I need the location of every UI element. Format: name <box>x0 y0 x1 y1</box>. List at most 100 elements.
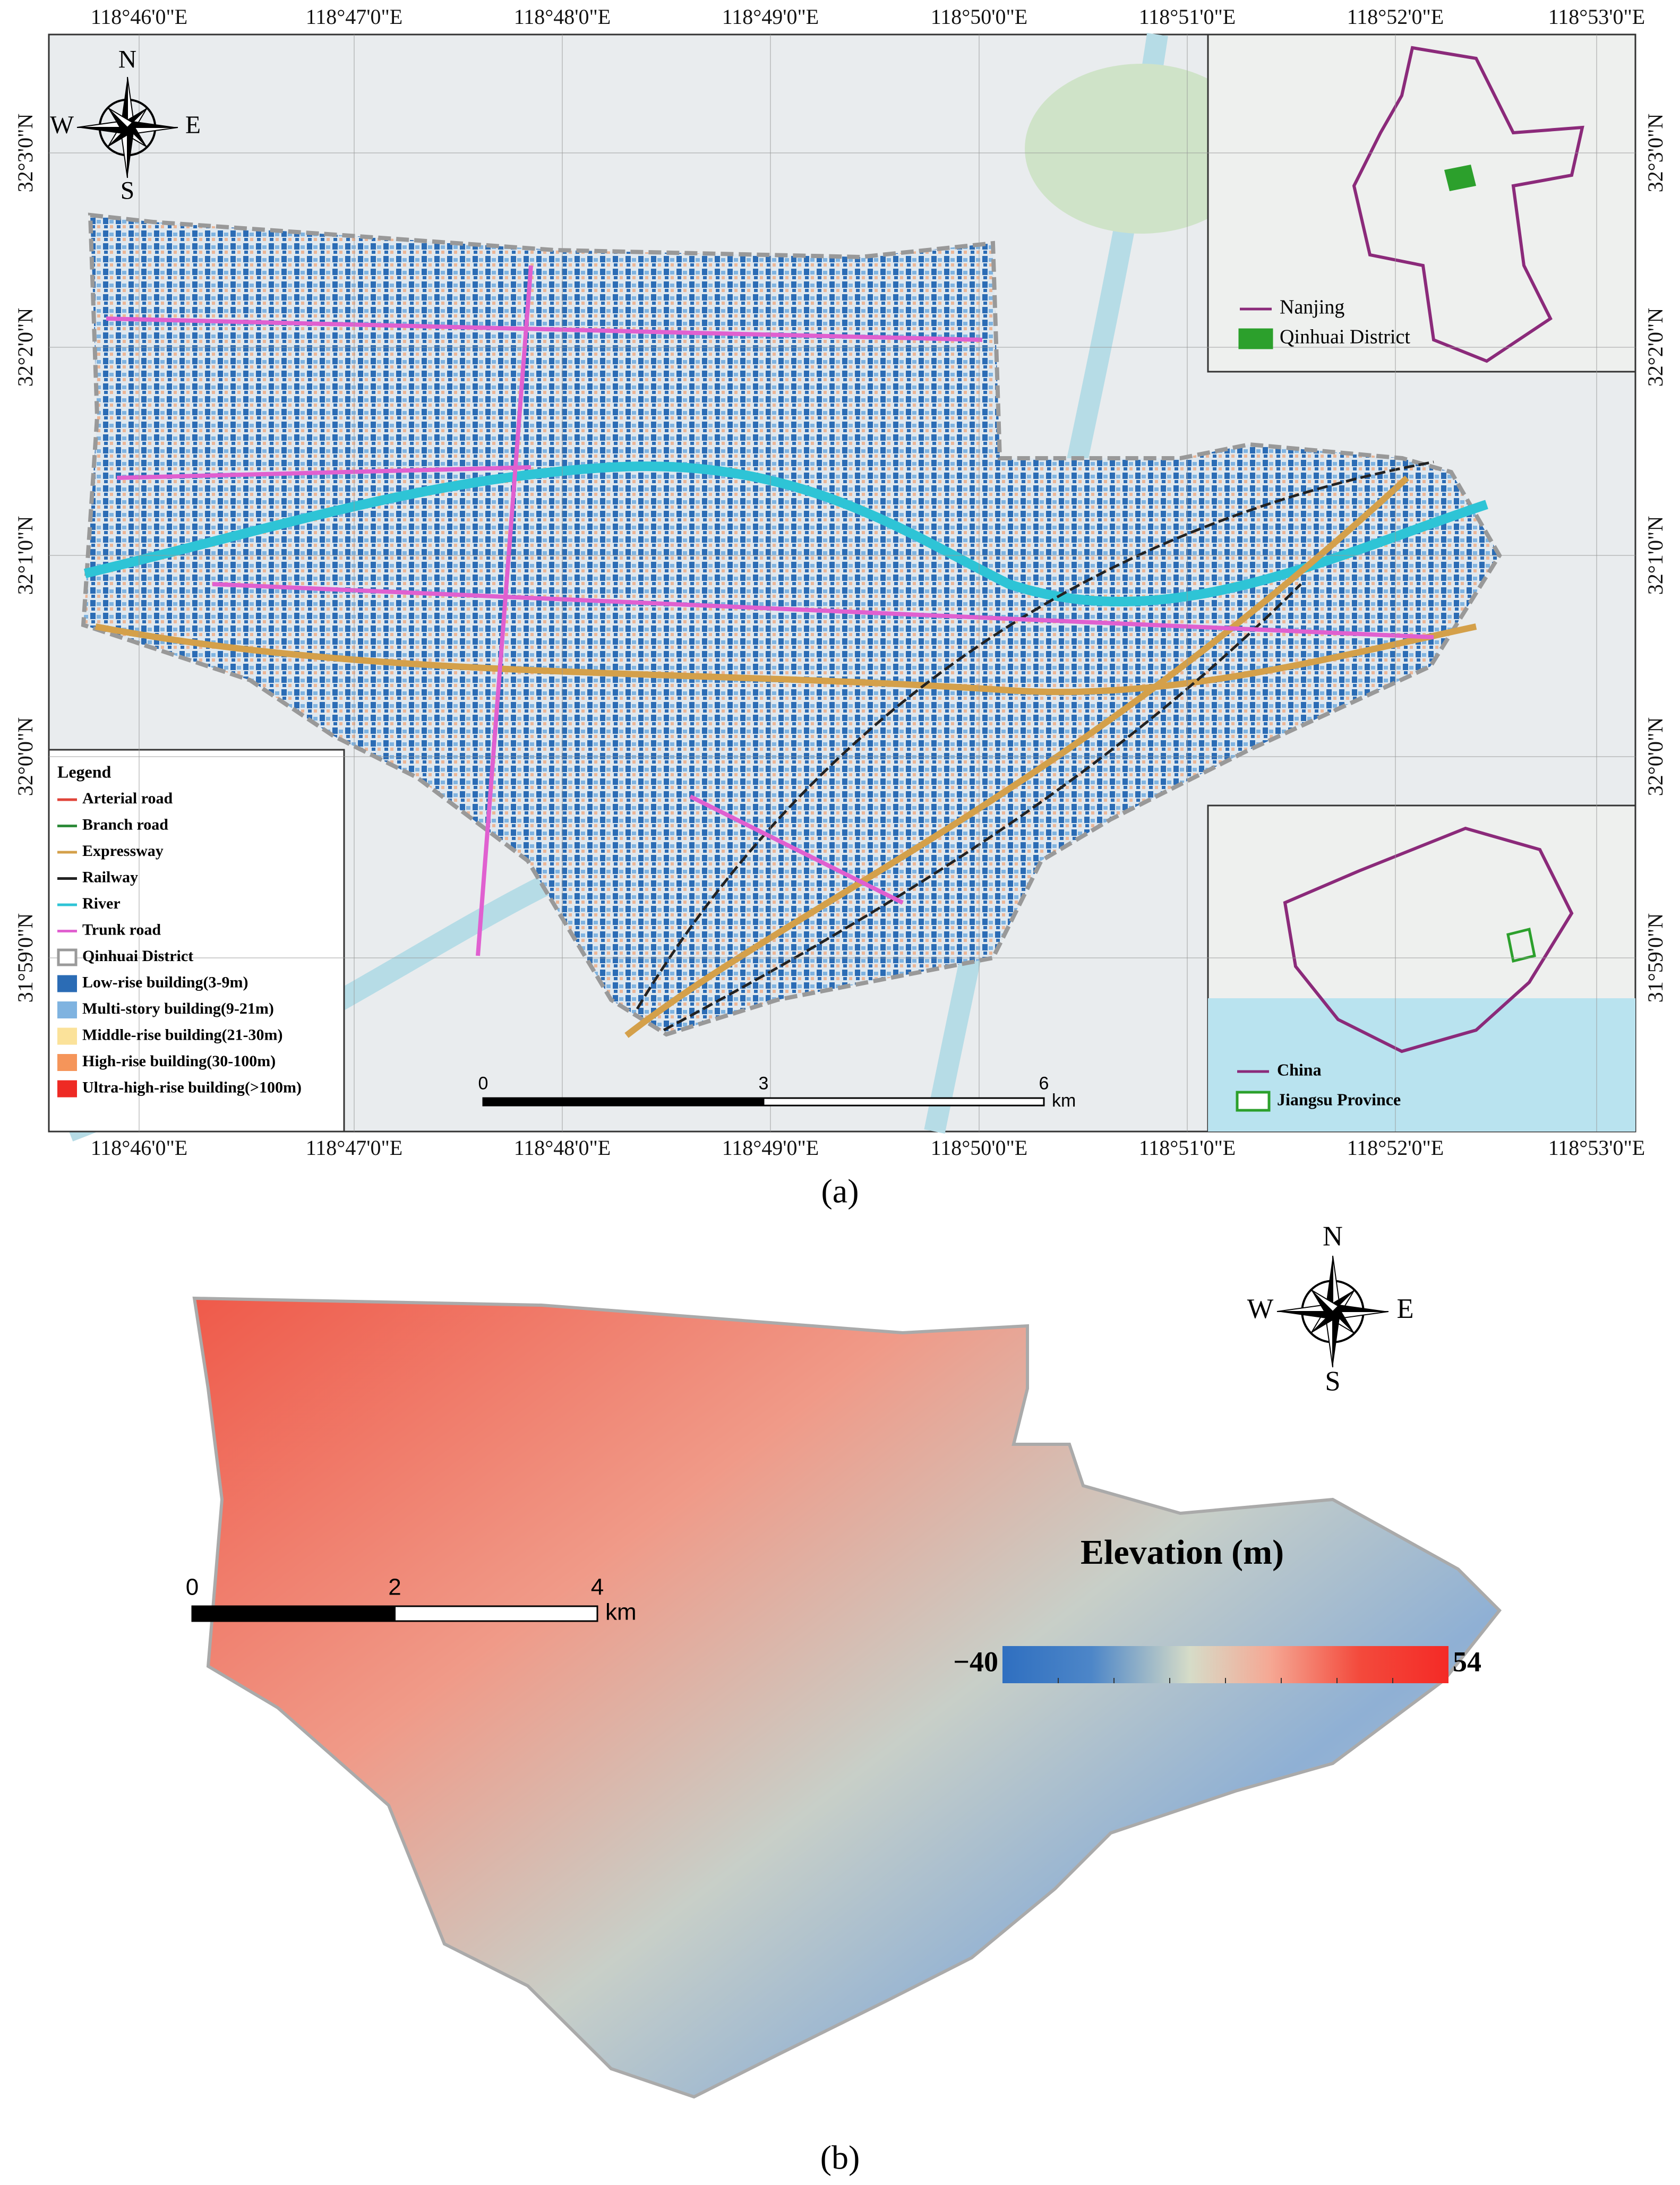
longitude-label: 118°46'0"E <box>91 5 187 29</box>
compass-s: S <box>121 177 134 204</box>
longitude-label: 118°49'0"E <box>722 5 819 29</box>
latitude-label: 32°2'0"N <box>1643 308 1667 387</box>
legend-swatch <box>57 975 77 992</box>
scale-segment <box>394 1605 598 1622</box>
legend-label: Expressway <box>82 842 164 860</box>
legend-label: Multi-story building(9-21m) <box>82 1000 274 1017</box>
longitude-label: 118°53'0"E <box>1548 1136 1645 1160</box>
legend-box <box>48 749 345 1133</box>
scale-segment <box>482 1097 765 1107</box>
longitude-label: 118°52'0"E <box>1347 1136 1444 1160</box>
colorbar-max: 54 <box>1453 1646 1481 1677</box>
scale-label: 2 <box>388 1574 401 1600</box>
china-outline <box>1283 826 1574 1053</box>
inset-label: China <box>1277 1060 1322 1079</box>
compass: N S E W <box>1247 1221 1414 1397</box>
legend-label: Trunk road <box>82 921 161 938</box>
compass-point <box>1333 1312 1341 1367</box>
legend-title: Legend <box>57 762 112 781</box>
compass-point <box>107 107 134 128</box>
scale-unit: km <box>1052 1091 1076 1111</box>
sea <box>1208 998 1635 1132</box>
scale-label: 6 <box>1039 1073 1049 1093</box>
latitude-label: 32°2'0"N <box>13 308 37 387</box>
scale-label: 0 <box>186 1574 199 1600</box>
expressway <box>95 475 1477 1038</box>
scale-segment <box>191 1605 396 1622</box>
legend-label: High-rise building(30-100m) <box>82 1052 276 1070</box>
compass-e: E <box>1396 1293 1413 1324</box>
compass-point <box>1333 1304 1388 1312</box>
longitude-label: 118°47'0"E <box>306 5 402 29</box>
inset-label: Qinhuai District <box>1280 326 1410 348</box>
legend-label: Low-rise building(3-9m) <box>82 973 248 991</box>
legend-label: Branch road <box>82 816 168 833</box>
inset-swatch <box>1238 328 1273 349</box>
qinhuai-district <box>81 212 1502 1037</box>
caption: (a) <box>821 1172 859 1210</box>
compass-n: N <box>118 46 136 73</box>
compass-point <box>127 120 178 127</box>
latitude-label: 32°1'0"N <box>13 516 37 595</box>
compass-point <box>1277 1312 1333 1319</box>
jiangsu-inset <box>1506 927 1536 963</box>
colorbar <box>1002 1646 1448 1683</box>
scale-unit: km <box>605 1599 637 1625</box>
latitude-label: 32°3'0"N <box>13 114 37 192</box>
latitude-label: 32°3'0"N <box>1643 114 1667 192</box>
legend-swatch <box>57 1054 77 1071</box>
longitude-label: 118°49'0"E <box>722 1136 819 1160</box>
compass: N S E W <box>50 46 201 204</box>
scale-label: 0 <box>478 1073 488 1093</box>
legend-label: Qinhuai District <box>82 947 193 965</box>
longitude-label: 118°51'0"E <box>1139 1136 1236 1160</box>
compass-w: W <box>50 112 74 139</box>
elevation-map <box>192 1296 1502 2099</box>
inset-nanjing <box>1207 33 1636 373</box>
scale-segment <box>762 1097 1045 1107</box>
scale-label: 3 <box>759 1073 769 1093</box>
inset-swatch <box>1236 1091 1271 1112</box>
legend-swatch <box>57 1027 77 1045</box>
longitude-label: 118°46'0"E <box>91 1136 187 1160</box>
trunk-road <box>106 265 1434 956</box>
legend-label: Ultra-high-rise building(>100m) <box>82 1078 302 1096</box>
latitude-label: 31°59'0"N <box>1643 913 1667 1002</box>
longitude-label: 118°47'0"E <box>306 1136 402 1160</box>
river <box>83 461 1488 606</box>
longitude-label: 118°48'0"E <box>514 5 611 29</box>
compass-e: E <box>185 112 201 139</box>
legend-swatch <box>57 1080 77 1098</box>
longitude-label: 118°50'0"E <box>931 5 1027 29</box>
longitude-label: 118°52'0"E <box>1347 5 1444 29</box>
inset-label: Nanjing <box>1280 296 1344 319</box>
compass-point <box>77 127 127 135</box>
qinhuai-inset <box>1444 165 1476 191</box>
railway <box>636 460 1434 1032</box>
compass-w: W <box>1247 1293 1274 1324</box>
compass-point <box>1310 1289 1340 1313</box>
caption: (b) <box>820 2139 860 2177</box>
compass-n: N <box>1323 1221 1343 1252</box>
legend-label: Middle-rise building(21-30m) <box>82 1026 283 1043</box>
legend-label: Railway <box>82 868 138 886</box>
longitude-label: 118°50'0"E <box>931 1136 1027 1160</box>
compass-point <box>108 108 127 133</box>
inset-label: Jiangsu Province <box>1277 1090 1401 1109</box>
nanjing-outline <box>1352 46 1584 363</box>
compass-s: S <box>1325 1366 1340 1397</box>
legend-swatch <box>57 1001 77 1018</box>
latitude-label: 31°59'0"N <box>13 913 37 1002</box>
compass-point <box>120 77 127 127</box>
colorbar-min: −40 <box>953 1646 998 1677</box>
latitude-label: 32°0'0"N <box>1643 717 1667 796</box>
longitude-label: 118°53'0"E <box>1548 5 1645 29</box>
longitude-label: 118°48'0"E <box>514 1136 611 1160</box>
legend-label: Arterial road <box>82 790 173 807</box>
colorbar-title: Elevation (m) <box>1081 1533 1284 1572</box>
legend-label: River <box>82 895 121 912</box>
longitude-label: 118°51'0"E <box>1139 5 1236 29</box>
latitude-label: 32°0'0"N <box>13 717 37 796</box>
latitude-label: 32°1'0"N <box>1643 516 1667 595</box>
